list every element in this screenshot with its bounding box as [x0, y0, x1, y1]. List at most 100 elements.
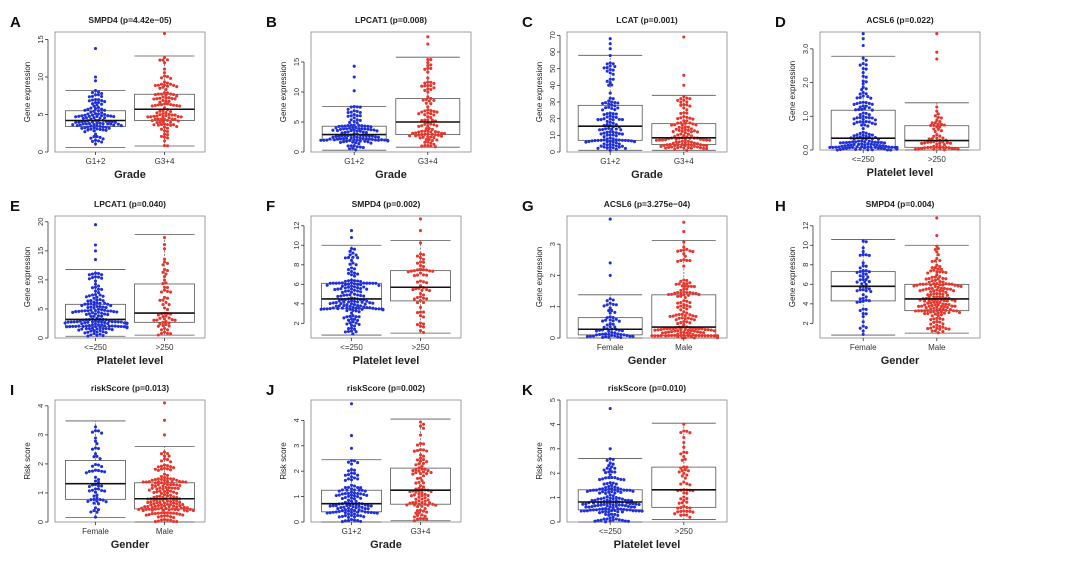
data-point [584, 502, 588, 506]
data-point [623, 519, 627, 523]
points [855, 239, 873, 336]
data-point [429, 144, 433, 148]
data-point [156, 92, 160, 96]
data-point [855, 280, 859, 284]
data-point [420, 513, 424, 517]
data-point [162, 306, 167, 310]
data-point [674, 313, 678, 317]
data-point [617, 145, 621, 149]
y-tick-label: 1 [292, 494, 301, 498]
data-point [608, 324, 612, 329]
data-point [355, 135, 359, 139]
data-point [941, 329, 945, 334]
group-0 [319, 229, 385, 336]
data-point [75, 320, 79, 324]
data-point [682, 504, 686, 508]
y-tick-label: 2 [548, 471, 557, 475]
data-point [95, 442, 99, 446]
data-point [182, 505, 186, 509]
data-point [343, 486, 347, 490]
data-point [611, 481, 615, 485]
data-point [605, 323, 609, 327]
data-point [92, 129, 96, 133]
data-point [170, 486, 174, 490]
data-point [605, 62, 609, 66]
data-point [93, 271, 98, 275]
data-point [415, 273, 420, 277]
data-point [415, 458, 420, 462]
data-point [405, 503, 409, 507]
data-point [100, 140, 104, 144]
data-point [334, 510, 338, 514]
data-point [948, 287, 953, 291]
data-point [933, 284, 937, 288]
data-point [162, 504, 167, 508]
data-point [421, 260, 426, 264]
data-point [125, 321, 129, 325]
data-point [941, 280, 945, 284]
data-point [349, 493, 354, 497]
data-point [349, 317, 354, 321]
data-point [598, 507, 602, 511]
data-point [357, 504, 361, 508]
data-point [175, 103, 179, 108]
group-1 [651, 422, 717, 520]
data-point [431, 502, 435, 506]
data-point [682, 435, 686, 440]
data-point [420, 501, 424, 505]
data-point [608, 91, 612, 95]
data-point [331, 135, 335, 139]
data-point [679, 288, 683, 292]
data-point [357, 488, 361, 492]
data-point [374, 281, 378, 285]
y-tick-label: 3.0 [801, 44, 810, 54]
data-point [939, 116, 943, 120]
data-point [587, 505, 591, 509]
data-point [343, 508, 347, 512]
data-point [613, 488, 617, 492]
data-point [161, 315, 165, 319]
data-point [679, 333, 683, 338]
data-point [605, 303, 609, 307]
data-point [935, 326, 939, 330]
data-point [415, 261, 420, 265]
data-point [680, 474, 684, 478]
data-point [858, 326, 862, 330]
data-point [676, 121, 680, 125]
data-point [608, 120, 612, 124]
data-point [83, 113, 87, 117]
data-point [370, 137, 374, 141]
data-point [686, 132, 690, 136]
data-point [604, 520, 608, 524]
data-point [619, 332, 623, 337]
data-point [867, 270, 871, 274]
data-point [863, 143, 867, 147]
data-point [682, 106, 686, 110]
data-point [861, 111, 865, 115]
data-point [161, 263, 165, 267]
data-point [676, 294, 680, 298]
data-point [861, 100, 865, 104]
data-point [354, 315, 358, 319]
data-point [604, 491, 608, 495]
data-point [607, 476, 611, 480]
data-point [611, 515, 615, 519]
x-tick-label: G3+4 [155, 157, 175, 166]
data-point [623, 138, 627, 142]
data-point [608, 217, 612, 221]
data-point [697, 334, 701, 338]
data-point [706, 328, 710, 332]
data-point [420, 84, 424, 88]
data-point [150, 486, 154, 490]
data-point [861, 277, 865, 282]
data-point [864, 307, 868, 311]
data-point [87, 469, 91, 473]
data-point [926, 301, 930, 305]
data-point [98, 497, 102, 502]
data-point [864, 115, 868, 119]
data-point [158, 494, 162, 498]
data-point [161, 302, 165, 307]
group-0 [65, 46, 126, 148]
data-point [162, 243, 167, 247]
data-point [158, 109, 162, 113]
